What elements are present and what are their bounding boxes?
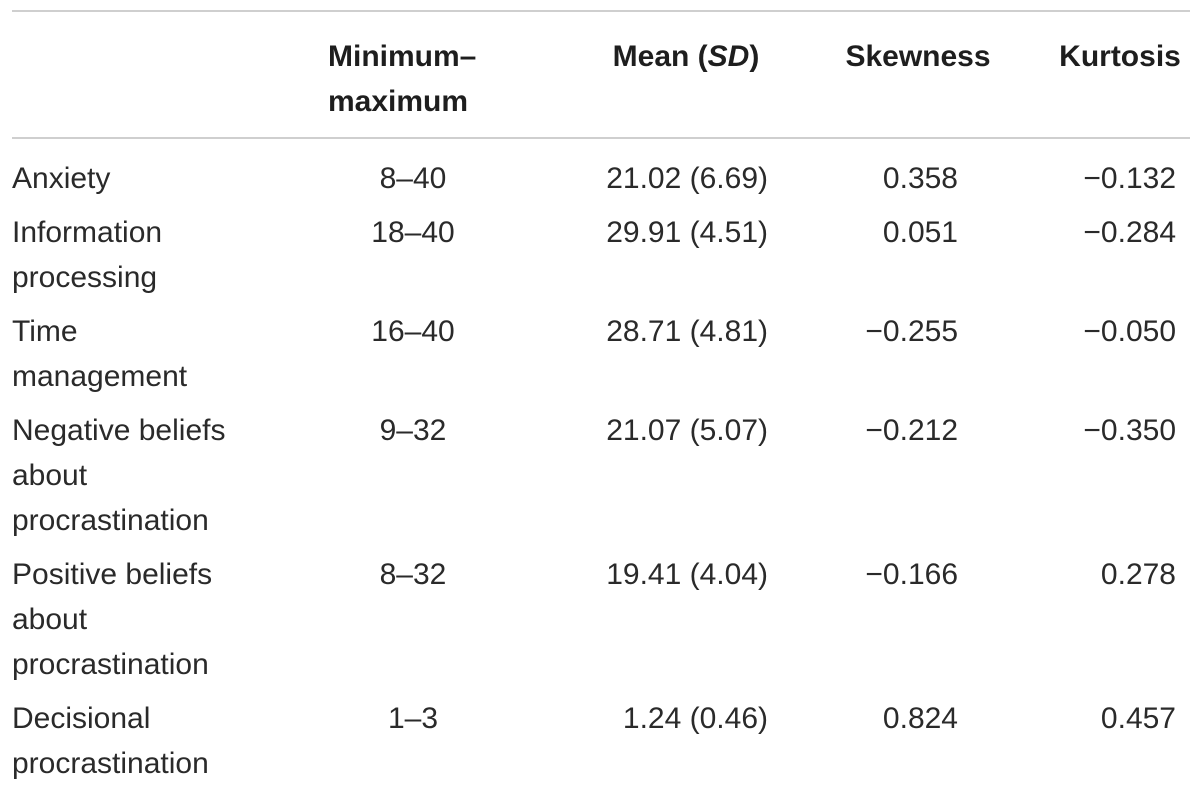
- kurtosis-cell: −0.350: [1083, 414, 1176, 447]
- row-label: Decisional procrastination: [12, 696, 312, 786]
- range-cell: 9–32: [379, 414, 447, 447]
- row-label-line: about: [12, 603, 88, 636]
- row-label-line: procrastination: [12, 648, 209, 681]
- row-label-line: Positive beliefs: [12, 558, 213, 591]
- row-label-line: Decisional: [12, 702, 151, 735]
- mean-sd-cell: 21.07 (5.07): [606, 414, 768, 447]
- range-cell: 8–40: [379, 162, 447, 195]
- mean-sd-cell: 29.91 (4.51): [606, 216, 768, 249]
- row-label: Anxiety: [12, 156, 312, 201]
- row-label-line: Time: [12, 315, 78, 348]
- mean-sd-cell: 19.41 (4.04): [606, 558, 768, 591]
- header-skewness: Skewness: [845, 40, 991, 73]
- range-cell: 8–32: [379, 558, 447, 591]
- row-label-line: Anxiety: [12, 162, 111, 195]
- kurtosis-cell: 0.278: [1100, 558, 1176, 591]
- skewness-cell: 0.358: [882, 162, 958, 195]
- row-label-line: Negative beliefs: [12, 414, 226, 447]
- kurtosis-cell: 0.457: [1100, 702, 1176, 735]
- header-range-line-1: Minimum–: [328, 40, 477, 73]
- header-mean-prefix: Mean (: [612, 40, 708, 73]
- kurtosis-cell: −0.284: [1083, 216, 1176, 249]
- range-cell: 1–3: [387, 702, 439, 735]
- header-mean-suffix: ): [749, 40, 760, 73]
- mean-sd-cell: 28.71 (4.81): [606, 315, 768, 348]
- mean-sd-cell: 1.24 (0.46): [622, 702, 768, 735]
- row-label: Time management: [12, 309, 312, 399]
- kurtosis-cell: −0.050: [1083, 315, 1176, 348]
- row-label-line: Information: [12, 216, 163, 249]
- header-kurtosis: Kurtosis: [1059, 40, 1181, 73]
- range-cell: 18–40: [371, 216, 455, 249]
- row-label-line: management: [12, 360, 188, 393]
- skewness-cell: −0.166: [865, 558, 958, 591]
- header-mean: Mean (SD): [586, 34, 786, 79]
- header-range: Minimum– maximum: [328, 34, 493, 124]
- row-label-line: procrastination: [12, 504, 209, 537]
- row-label: Positive beliefs about procrastination: [12, 552, 312, 687]
- row-label: Information processing: [12, 210, 312, 300]
- range-cell: 16–40: [371, 315, 455, 348]
- header-range-line-2: maximum: [328, 85, 469, 118]
- row-label-line: procrastination: [12, 747, 209, 780]
- mean-sd-cell: 21.02 (6.69): [606, 162, 768, 195]
- header-mean-sd: SD: [707, 40, 750, 73]
- row-label-line: about: [12, 459, 88, 492]
- kurtosis-cell: −0.132: [1083, 162, 1176, 195]
- skewness-cell: −0.212: [865, 414, 958, 447]
- row-label: Negative beliefs about procrastination: [12, 408, 312, 543]
- skewness-cell: 0.824: [882, 702, 958, 735]
- row-label-line: processing: [12, 261, 158, 294]
- skewness-cell: −0.255: [865, 315, 958, 348]
- table-top-rule: [12, 10, 1190, 12]
- skewness-cell: 0.051: [882, 216, 958, 249]
- table-header-rule: [12, 137, 1190, 139]
